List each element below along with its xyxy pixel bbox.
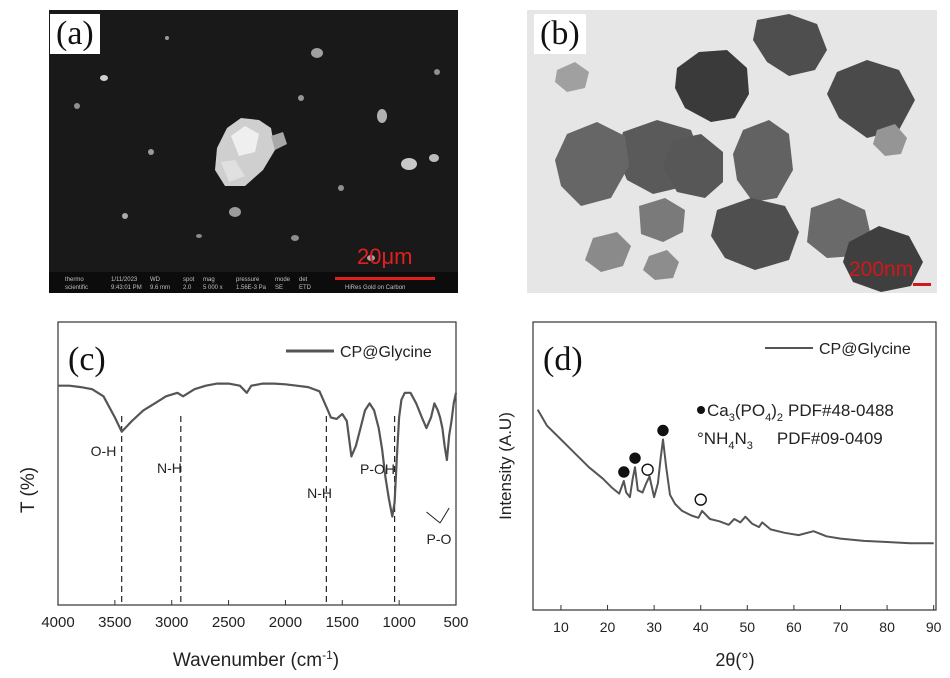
xrd-chart: 10 20 30 40 50 60 70 80 90 CP@Glycine Ca3(PO4)2 P… bbox=[496, 321, 942, 670]
x-tick-label: 3500 bbox=[98, 614, 131, 631]
databar-det-label: det bbox=[299, 277, 308, 283]
annotation-label: N-H bbox=[307, 485, 332, 501]
sem-image: 20μm thermo scientific 1/11/2023 9:43:01… bbox=[49, 10, 458, 293]
databar-brand-1: thermo bbox=[65, 277, 84, 283]
series-line-cp-glycine bbox=[58, 382, 458, 518]
x-tick-label: 20 bbox=[600, 619, 616, 635]
annotation-label: O-H bbox=[91, 443, 117, 459]
x-tick-label: 2500 bbox=[212, 614, 245, 631]
databar-det-value: ETD bbox=[299, 285, 312, 291]
databar-wd-value: 9.6 mm bbox=[150, 285, 170, 291]
scale-bar-text: 200nm bbox=[849, 258, 913, 281]
arrow-icon bbox=[426, 511, 441, 524]
databar-date: 1/11/2023 bbox=[111, 277, 138, 283]
arrow-icon bbox=[439, 507, 450, 524]
x-tick-label: 70 bbox=[833, 619, 849, 635]
x-axis-label: 2θ(°) bbox=[715, 650, 754, 670]
databar-mag-label: mag bbox=[203, 277, 215, 283]
filled-peak-marker bbox=[618, 466, 630, 478]
x-tick-label: 1000 bbox=[382, 614, 415, 631]
databar-time: 9:43:01 PM bbox=[111, 285, 142, 291]
annotations: O-H N-H N-H P-OH P-O bbox=[91, 443, 452, 547]
annotation-label: P-O bbox=[426, 531, 451, 547]
filled-peak-marker bbox=[629, 452, 641, 464]
legend-label: CP@Glycine bbox=[819, 341, 911, 358]
sem-particles bbox=[74, 36, 440, 261]
panel-label-d: (d) bbox=[537, 340, 589, 380]
plot-frame bbox=[57, 321, 457, 606]
x-tick-label: 3000 bbox=[155, 614, 188, 631]
plot-frame bbox=[532, 321, 937, 611]
x-tick-label: 90 bbox=[926, 619, 942, 635]
x-tick-label: 40 bbox=[693, 619, 709, 635]
x-tick-label: 10 bbox=[553, 619, 569, 635]
phase-legend: Ca3(PO4)2 PDF#48-0488 °NH4N3 PDF#09-0409 bbox=[697, 401, 894, 452]
legend-label: CP@Glycine bbox=[340, 344, 432, 361]
phase-legend-ca: Ca3(PO4)2 PDF#48-0488 bbox=[707, 401, 894, 424]
ftir-chart: 4000 3500 3000 2500 2000 1500 1000 500 O-H N-H N-… bbox=[18, 321, 469, 671]
panel-b: 200nm (b) bbox=[475, 0, 950, 300]
x-tick-label: 2000 bbox=[269, 614, 302, 631]
x-axis-label: Wavenumber (cm-1) bbox=[173, 648, 339, 671]
marker-lines bbox=[121, 416, 396, 605]
x-tick-label: 500 bbox=[443, 614, 468, 631]
y-axis-label: T (%) bbox=[18, 467, 39, 513]
databar-pressure-value: 1.56E-3 Pa bbox=[236, 285, 267, 291]
annotation-label: P-OH bbox=[360, 461, 395, 477]
phase-legend-nh: °NH4N3 PDF#09-0409 bbox=[697, 429, 883, 452]
x-tick-label: 50 bbox=[740, 619, 756, 635]
tem-particles bbox=[555, 14, 923, 292]
x-tick-label: 80 bbox=[879, 619, 895, 635]
x-tick-label: 30 bbox=[646, 619, 662, 635]
databar-spot-label: spot bbox=[183, 277, 195, 283]
x-axis-ticks: 4000 3500 3000 2500 2000 1500 1000 500 bbox=[41, 600, 469, 631]
databar-mode-value: SE bbox=[275, 285, 283, 291]
databar-mode-label: mode bbox=[275, 277, 291, 283]
panel-label-b: (b) bbox=[534, 14, 586, 54]
tem-image: 200nm bbox=[527, 10, 937, 293]
x-tick-label: 60 bbox=[786, 619, 802, 635]
databar-spot-value: 2.0 bbox=[183, 285, 192, 291]
open-peak-marker bbox=[694, 493, 707, 506]
filled-circle-icon bbox=[697, 406, 705, 414]
panel-label-a: (a) bbox=[50, 14, 100, 54]
x-axis-ticks: 10 20 30 40 50 60 70 80 90 bbox=[553, 605, 942, 635]
x-tick-label: 4000 bbox=[41, 614, 74, 631]
databar-pressure-label: pressure bbox=[236, 277, 260, 283]
y-axis-label: Intensity (A.U) bbox=[496, 412, 515, 520]
open-peak-marker bbox=[641, 463, 654, 476]
databar-wd-label: WD bbox=[150, 277, 161, 283]
x-tick-label: 1500 bbox=[326, 614, 359, 631]
databar-hfw-label: HiRes Gold on Carbon bbox=[345, 285, 405, 291]
annotation-label: N-H bbox=[157, 460, 182, 476]
databar-brand-2: scientific bbox=[65, 285, 88, 291]
peak-markers bbox=[618, 424, 707, 506]
databar-mag-value: 5 000 x bbox=[203, 285, 223, 291]
scale-bar-text: 20μm bbox=[357, 244, 412, 269]
panel-label-c: (c) bbox=[62, 340, 112, 380]
panel-a: 20μm thermo scientific 1/11/2023 9:43:01… bbox=[0, 0, 475, 300]
filled-peak-marker bbox=[657, 424, 669, 437]
series-line-cp-glycine bbox=[536, 409, 934, 545]
